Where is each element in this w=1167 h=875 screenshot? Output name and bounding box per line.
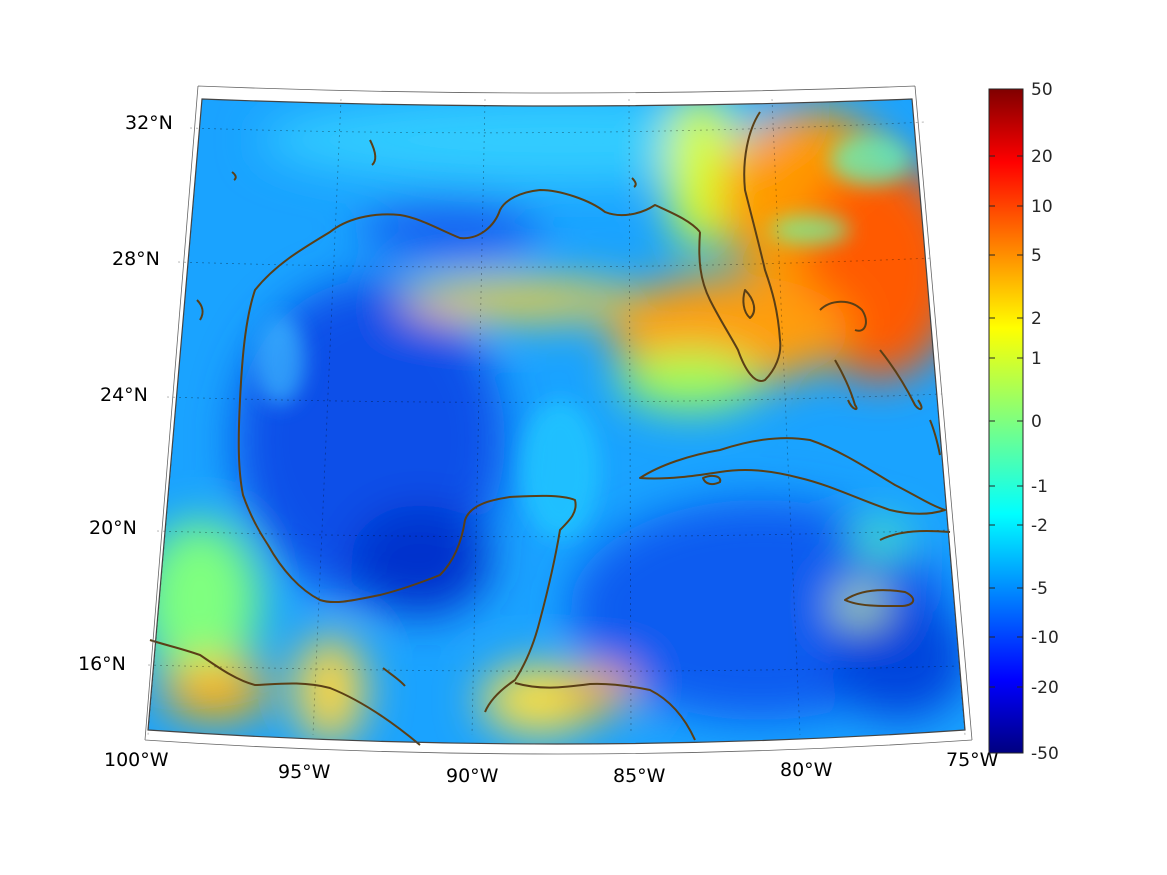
graticule-line — [312, 98, 342, 736]
colorbar-tick-label: 20 — [1031, 147, 1053, 167]
colorbar-tick-label: -20 — [1031, 678, 1059, 698]
colorbar-tick-label: -10 — [1031, 628, 1059, 648]
graticule-line — [189, 121, 926, 134]
graticule-line — [156, 529, 951, 538]
colorbar-tick-label: 10 — [1031, 197, 1053, 217]
colorbar-tick-label: -5 — [1031, 579, 1048, 599]
lon-tick-label: 75°W — [946, 749, 999, 771]
data-field — [148, 99, 965, 744]
graticule-line — [471, 98, 486, 736]
colorbar-tick-label: 2 — [1031, 309, 1042, 329]
graticule-line — [177, 257, 934, 268]
graticule-line — [771, 98, 801, 736]
lat-tick-labels: 32°N 28°N 24°N 20°N 16°N — [78, 112, 173, 675]
lat-tick-label: 24°N — [100, 384, 148, 406]
lon-tick-label: 85°W — [613, 765, 666, 787]
lon-tick-label: 95°W — [278, 761, 331, 783]
lon-tick-label: 100°W — [104, 749, 169, 771]
map-outer-frame — [144, 85, 973, 755]
colorbar-tick-label: 1 — [1031, 349, 1042, 369]
colorbar-tick-label: 50 — [1031, 80, 1053, 100]
lat-tick-label: 16°N — [78, 653, 126, 675]
lon-tick-label: 90°W — [446, 765, 499, 787]
lat-tick-label: 28°N — [112, 248, 160, 270]
colorbar-tick-label: -50 — [1031, 744, 1059, 764]
graticule-line — [628, 98, 632, 736]
lat-tick-label: 20°N — [89, 517, 137, 539]
lon-tick-labels: 100°W 95°W 90°W 85°W 80°W 75°W — [104, 749, 999, 787]
colorbar-tick-label: -1 — [1031, 477, 1048, 497]
map-frame — [147, 98, 966, 745]
colorbar-tick-label: -2 — [1031, 516, 1048, 536]
lon-tick-label: 80°W — [780, 759, 833, 781]
lat-tick-label: 32°N — [125, 112, 173, 134]
coastlines — [149, 111, 951, 746]
colorbar-tick-label: 0 — [1031, 412, 1042, 432]
colorbar-tick-label: 5 — [1031, 246, 1042, 266]
